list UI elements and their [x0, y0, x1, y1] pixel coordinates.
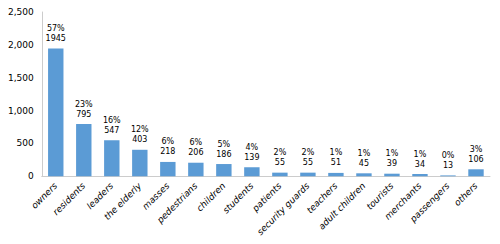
svg-text:leaders: leaders: [84, 180, 116, 212]
svg-text:adult children: adult children: [317, 181, 368, 232]
svg-text:0%: 0%: [442, 151, 455, 160]
svg-text:186: 186: [216, 150, 231, 159]
svg-text:4%: 4%: [246, 143, 259, 152]
svg-text:139: 139: [244, 153, 259, 162]
svg-text:2,500: 2,500: [8, 7, 34, 17]
svg-text:403: 403: [132, 135, 147, 144]
svg-text:45: 45: [359, 159, 369, 168]
svg-text:6%: 6%: [161, 137, 174, 146]
svg-text:pedestrians: pedestrians: [154, 181, 199, 226]
svg-text:1%: 1%: [358, 149, 371, 158]
svg-text:1945: 1945: [46, 34, 66, 43]
svg-text:the elderly: the elderly: [102, 180, 144, 222]
svg-text:residents: residents: [51, 181, 88, 218]
svg-text:1%: 1%: [330, 148, 343, 157]
svg-text:12%: 12%: [131, 125, 149, 134]
svg-text:1,500: 1,500: [8, 73, 34, 83]
svg-text:2%: 2%: [274, 148, 287, 157]
svg-text:13: 13: [443, 161, 453, 170]
svg-text:39: 39: [387, 159, 397, 168]
svg-text:students: students: [221, 181, 256, 216]
svg-text:teachers: teachers: [304, 180, 340, 216]
svg-text:547: 547: [104, 126, 119, 135]
svg-text:others: others: [452, 181, 480, 209]
svg-text:0: 0: [28, 171, 34, 181]
svg-text:55: 55: [303, 158, 313, 167]
svg-text:merchants: merchants: [382, 180, 424, 222]
svg-text:34: 34: [415, 160, 425, 169]
svg-text:patients: patients: [250, 180, 284, 214]
svg-text:795: 795: [76, 110, 91, 119]
svg-text:2%: 2%: [302, 148, 315, 157]
svg-text:51: 51: [331, 158, 341, 167]
svg-text:6%: 6%: [189, 138, 202, 147]
svg-text:218: 218: [160, 147, 175, 156]
svg-text:2,000: 2,000: [8, 40, 34, 50]
svg-text:owners: owners: [29, 180, 60, 211]
svg-text:security guards: security guards: [255, 181, 312, 238]
svg-text:passengers: passengers: [407, 181, 451, 225]
svg-text:masses: masses: [140, 180, 172, 212]
svg-text:children: children: [194, 180, 228, 214]
svg-text:1,000: 1,000: [8, 106, 34, 116]
svg-text:3%: 3%: [470, 145, 483, 154]
svg-text:1%: 1%: [414, 150, 427, 159]
svg-text:5%: 5%: [218, 140, 231, 149]
svg-text:106: 106: [468, 155, 483, 164]
svg-text:1%: 1%: [386, 149, 399, 158]
svg-text:55: 55: [275, 158, 285, 167]
svg-text:tourists: tourists: [364, 180, 396, 212]
svg-text:500: 500: [17, 138, 34, 148]
svg-text:57%: 57%: [47, 24, 65, 33]
svg-text:16%: 16%: [103, 116, 121, 125]
svg-text:206: 206: [188, 148, 203, 157]
svg-text:23%: 23%: [75, 100, 93, 109]
